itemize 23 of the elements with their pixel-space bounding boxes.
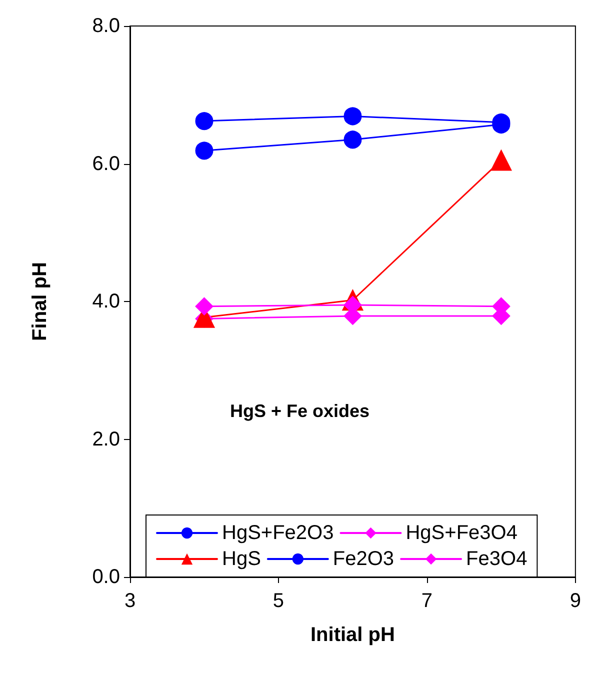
x-axis-title: Initial pH — [310, 624, 395, 646]
point — [195, 142, 214, 160]
x-tick-label: 3 — [124, 590, 136, 612]
x-tick-label: 7 — [421, 590, 433, 612]
y-tick-label: 6.0 — [92, 152, 120, 175]
point — [195, 297, 214, 316]
legend-label: HgS — [222, 548, 261, 570]
legend-label: HgS+Fe3O4 — [406, 522, 518, 544]
y-tick-label: 0.0 — [92, 566, 120, 588]
x-tick-label: 9 — [570, 590, 581, 612]
y-axis-title: Final pH — [29, 262, 51, 341]
annotation: HgS + Fe oxides — [230, 401, 370, 421]
point — [195, 112, 214, 130]
point — [344, 107, 362, 126]
legend-label: Fe2O3 — [332, 548, 394, 570]
y-tick-label: 8.0 — [92, 15, 120, 37]
x-tick-label: 5 — [272, 590, 284, 612]
point — [490, 150, 512, 171]
y-tick-label: 4.0 — [92, 290, 120, 312]
point — [344, 130, 362, 149]
legend-label: Fe3O4 — [466, 548, 528, 570]
legend-label: HgS+Fe2O3 — [222, 522, 334, 544]
y-tick-label: 2.0 — [92, 428, 120, 450]
